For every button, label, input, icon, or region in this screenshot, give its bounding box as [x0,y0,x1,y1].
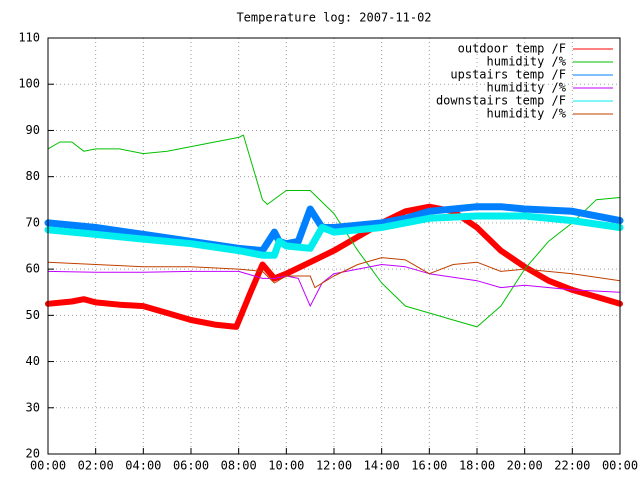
y-tick-label: 100 [18,77,40,91]
y-tick-label: 60 [26,262,40,276]
x-tick-label: 08:00 [221,459,257,473]
y-tick-label: 90 [26,123,40,137]
y-tick-label: 20 [26,447,40,461]
series-line [45,203,623,330]
plot-border [47,37,621,455]
y-tick-label: 50 [26,308,40,322]
series-line [47,134,621,328]
y-tick-label: 80 [26,169,40,183]
x-tick-label: 04:00 [125,459,161,473]
y-tick-label: 70 [26,215,40,229]
y-tick-label: 40 [26,354,40,368]
x-tick-label: 12:00 [316,459,352,473]
series-line [47,257,621,289]
x-tick-label: 16:00 [411,459,447,473]
x-tick-label: 10:00 [268,459,304,473]
x-tick-label: 22:00 [554,459,590,473]
x-tick-label: 14:00 [364,459,400,473]
series-line [44,212,624,259]
x-tick-label: 00:00 [30,459,66,473]
legend-label: humidity /% [487,55,567,69]
x-tick-label: 00:00 [602,459,638,473]
legend-label: downstairs temp /F [436,94,566,108]
chart-title: Temperature log: 2007-11-02 [236,11,431,25]
legend-label: humidity /% [487,81,567,95]
plot [44,134,624,330]
x-tick-label: 02:00 [78,459,114,473]
legend-label: humidity /% [487,107,567,121]
x-tick-label: 18:00 [459,459,495,473]
y-tick-label: 30 [26,400,40,414]
legend-label: upstairs temp /F [450,68,566,82]
x-tick-label: 20:00 [507,459,543,473]
x-tick-label: 06:00 [173,459,209,473]
legend-label: outdoor temp /F [458,42,566,56]
y-tick-label: 110 [18,31,40,45]
